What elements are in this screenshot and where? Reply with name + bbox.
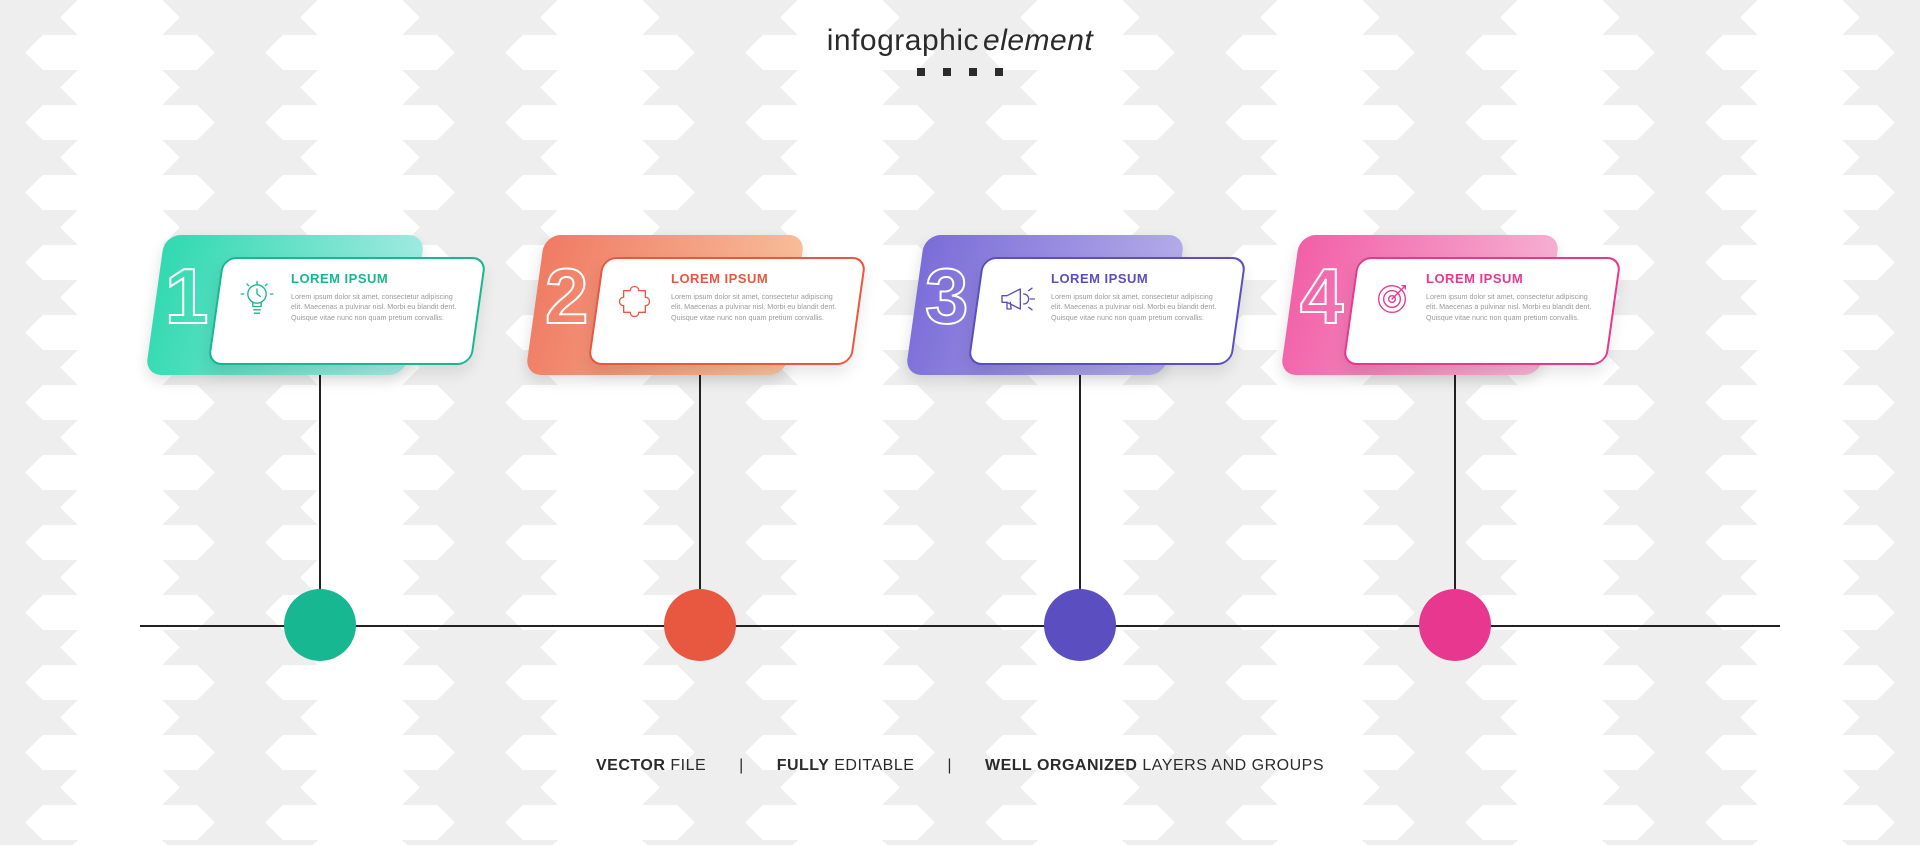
step-card: 1 LOREM IPSUM Lorem ipsum dolor sit amet, …: [155, 235, 485, 375]
timeline-stem: [319, 355, 321, 625]
step-front-card: LOREM IPSUM Lorem ipsum dolor sit amet, c…: [967, 257, 1246, 365]
page-header: infographicelement: [0, 24, 1920, 76]
step-title: LOREM IPSUM: [291, 271, 463, 286]
lightbulb-icon: [235, 277, 279, 321]
step-number: 4: [1300, 257, 1339, 335]
title-dot: [969, 68, 977, 76]
title-word-2: element: [983, 24, 1093, 57]
title-dot: [917, 68, 925, 76]
title-word-1: infographic: [827, 24, 979, 57]
page-footer: VECTOR FILE | FULLY EDITABLE | WELL ORGA…: [0, 757, 1920, 775]
step-body: Lorem ipsum dolor sit amet, consectetur …: [291, 292, 463, 323]
step-card: 3 LOREM IPSUM Lorem ipsum dolor sit amet, …: [915, 235, 1245, 375]
timeline-dot: [1419, 589, 1491, 661]
title-dot: [995, 68, 1003, 76]
puzzle-icon: [615, 277, 659, 321]
footer-seg-3: WELL ORGANIZED LAYERS AND GROUPS: [957, 757, 1352, 775]
step-title: LOREM IPSUM: [671, 271, 843, 286]
step-number: 3: [925, 257, 964, 335]
timeline-dot: [284, 589, 356, 661]
step-number: 1: [165, 257, 204, 335]
step-card: 2 LOREM IPSUM Lorem ipsum dolor sit amet, …: [535, 235, 865, 375]
megaphone-icon: [995, 277, 1039, 321]
timeline-dot: [664, 589, 736, 661]
footer-seg-2-thin: EDITABLE: [834, 757, 914, 774]
step-body: Lorem ipsum dolor sit amet, consectetur …: [1051, 292, 1223, 323]
title-dots: [0, 68, 1920, 76]
step-front-card: LOREM IPSUM Lorem ipsum dolor sit amet, c…: [587, 257, 866, 365]
footer-seg-3-bold: WELL ORGANIZED: [985, 757, 1137, 774]
timeline-dot: [1044, 589, 1116, 661]
footer-seg-1-bold: VECTOR: [596, 757, 665, 774]
footer-seg-2: FULLY EDITABLE: [749, 757, 943, 775]
timeline-stem: [1454, 355, 1456, 625]
timeline-stem: [1079, 355, 1081, 625]
target-icon: [1370, 277, 1414, 321]
title-dot: [943, 68, 951, 76]
footer-seg-3-thin: LAYERS AND GROUPS: [1142, 757, 1324, 774]
page-title: infographicelement: [0, 24, 1920, 58]
timeline-baseline: [140, 625, 1780, 627]
step-front-card: LOREM IPSUM Lorem ipsum dolor sit amet, c…: [207, 257, 486, 365]
footer-sep-1: |: [739, 757, 744, 774]
footer-seg-2-bold: FULLY: [777, 757, 830, 774]
zigzag-background: [0, 0, 1920, 845]
step-title: LOREM IPSUM: [1426, 271, 1598, 286]
timeline-stem: [699, 355, 701, 625]
step-front-card: LOREM IPSUM Lorem ipsum dolor sit amet, c…: [1342, 257, 1621, 365]
step-card: 4 LOREM IPSUM Lorem ipsum dolor sit amet, …: [1290, 235, 1620, 375]
footer-seg-1-thin: FILE: [670, 757, 706, 774]
footer-seg-1: VECTOR FILE: [568, 757, 734, 775]
step-body: Lorem ipsum dolor sit amet, consectetur …: [671, 292, 843, 323]
step-title: LOREM IPSUM: [1051, 271, 1223, 286]
footer-sep-2: |: [947, 757, 952, 774]
step-body: Lorem ipsum dolor sit amet, consectetur …: [1426, 292, 1598, 323]
step-number: 2: [545, 257, 584, 335]
